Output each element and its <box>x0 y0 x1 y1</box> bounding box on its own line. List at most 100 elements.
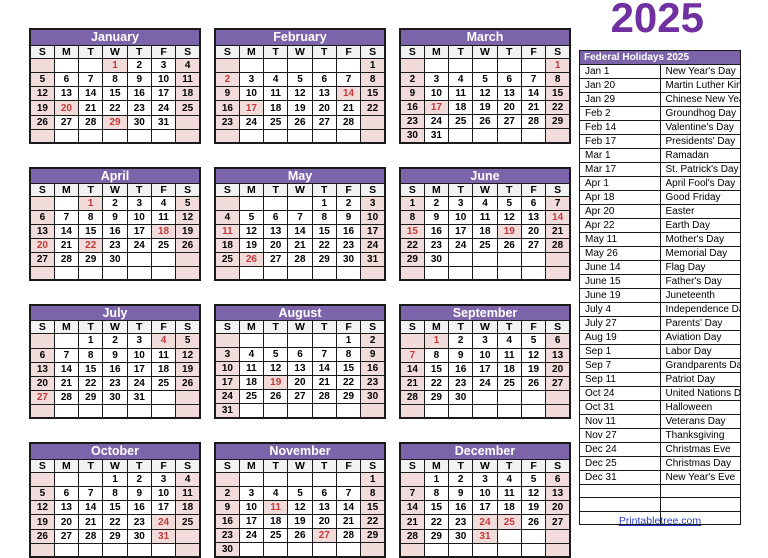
day-cell: 2 <box>399 71 425 87</box>
holiday-name: Mother's Day <box>659 232 741 247</box>
empty-cell <box>287 57 313 74</box>
holiday-name: Christmas Day <box>659 456 741 471</box>
day-cell: 19 <box>520 500 547 516</box>
day-cell: 15 <box>360 86 386 102</box>
empty-cell <box>545 404 571 419</box>
day-cell: 22 <box>78 238 104 253</box>
day-cell: 30 <box>360 389 386 404</box>
empty-cell <box>78 542 104 558</box>
day-cell: 18 <box>472 224 498 239</box>
day-of-week-header: F <box>520 183 547 197</box>
day-of-week-header: T <box>126 320 152 335</box>
day-cell: 18 <box>263 513 289 529</box>
empty-cell <box>399 471 425 488</box>
day-cell: 21 <box>335 513 362 529</box>
day-cell: 11 <box>175 72 201 88</box>
day-of-week-header: M <box>423 320 450 335</box>
holiday-row: Aug 19 Aviation Day <box>579 330 741 345</box>
day-cell: 8 <box>78 347 104 363</box>
empty-cell <box>287 403 313 419</box>
day-cell: 27 <box>520 238 547 253</box>
holiday-name: New Year's Eve <box>659 470 741 485</box>
day-cell: 20 <box>53 100 80 116</box>
holiday-date: Jan 1 <box>579 64 661 79</box>
day-cell: 17 <box>214 375 240 390</box>
day-cell: 23 <box>102 375 128 392</box>
day-of-week-header: S <box>175 458 201 473</box>
day-cell: 1 <box>360 471 386 487</box>
day-cell: 9 <box>102 347 128 363</box>
day-cell: 29 <box>423 390 450 406</box>
day-cell: 17 <box>360 224 386 239</box>
holidays-panel: Federal Holidays 2025 Jan 1 New Year's Da… <box>579 50 741 526</box>
holiday-name: Father's Day <box>659 274 741 289</box>
day-cell: 3 <box>472 333 498 349</box>
day-cell: 22 <box>335 375 362 390</box>
empty-cell <box>448 57 474 73</box>
day-cell: 6 <box>53 72 80 88</box>
day-cell: 1 <box>78 196 104 211</box>
day-cell: 15 <box>311 224 337 239</box>
empty-cell <box>175 404 201 419</box>
day-of-week-header: T <box>126 183 152 197</box>
holiday-row: Sep 11 Patriot Day <box>579 372 741 387</box>
day-cell: 29 <box>399 252 425 267</box>
day-cell: 19 <box>496 224 522 239</box>
empty-cell <box>53 333 80 349</box>
day-of-week-header: T <box>263 458 289 473</box>
day-cell: 2 <box>126 57 152 74</box>
empty-row <box>579 497 741 512</box>
day-cell: 22 <box>360 100 386 116</box>
day-cell: 28 <box>287 252 313 267</box>
holiday-date: Feb 2 <box>579 106 661 121</box>
empty-cell <box>263 541 289 557</box>
day-cell: 4 <box>214 210 240 225</box>
day-cell: 15 <box>78 361 104 377</box>
empty-cell <box>263 266 289 280</box>
empty-cell <box>472 252 498 267</box>
day-cell: 21 <box>399 514 425 530</box>
day-cell: 8 <box>102 72 128 88</box>
empty-cell <box>520 404 547 419</box>
empty-cell <box>214 333 240 348</box>
day-cell: 1 <box>311 196 337 211</box>
month-title: June <box>399 167 571 184</box>
day-cell: 14 <box>78 86 104 102</box>
day-cell: 16 <box>423 224 450 239</box>
day-of-week-header: S <box>545 44 571 59</box>
empty-cell <box>360 114 386 130</box>
printabletree-link[interactable]: Printabletree.com <box>618 515 702 527</box>
day-cell: 30 <box>102 252 128 267</box>
empty-cell <box>53 266 80 280</box>
day-cell: 12 <box>238 224 265 239</box>
holiday-date: Sep 1 <box>579 344 661 359</box>
day-cell: 17 <box>150 86 177 102</box>
day-cell: 15 <box>360 499 386 515</box>
month-january: January S M T W T F S 1 2 3 4 5 6 7 8 9 10 11 12 13 14 15 16 17 1… <box>29 28 201 144</box>
day-cell: 13 <box>287 361 313 376</box>
day-cell: 12 <box>175 347 201 363</box>
day-cell: 10 <box>360 210 386 225</box>
day-cell: 22 <box>311 238 337 253</box>
day-cell: 5 <box>520 333 547 349</box>
day-cell: 9 <box>448 347 474 363</box>
day-cell: 26 <box>287 527 313 543</box>
day-cell: 9 <box>448 486 474 502</box>
empty-cell <box>150 542 177 558</box>
empty-name-cell <box>659 510 741 526</box>
day-cell: 7 <box>335 485 362 501</box>
empty-cell <box>29 471 55 488</box>
day-cell: 10 <box>238 86 265 102</box>
day-cell: 24 <box>150 100 177 116</box>
day-cell: 14 <box>311 361 337 376</box>
month-may: May S M T W T F S 1 2 3 4 5 6 7 8 9 10 11 12 13 14 15 16 17 18 19 2… <box>214 166 386 281</box>
holiday-name: Martin Luther King <box>659 78 741 93</box>
day-of-week-header: W <box>472 320 498 335</box>
day-cell: 19 <box>287 100 313 116</box>
day-of-week-header: S <box>29 44 55 59</box>
holiday-row: Feb 2 Groundhog Day <box>579 106 741 121</box>
day-of-week-header: T <box>448 44 474 59</box>
holiday-date: May 26 <box>579 246 661 261</box>
empty-cell <box>311 403 337 419</box>
day-cell: 12 <box>520 347 547 363</box>
